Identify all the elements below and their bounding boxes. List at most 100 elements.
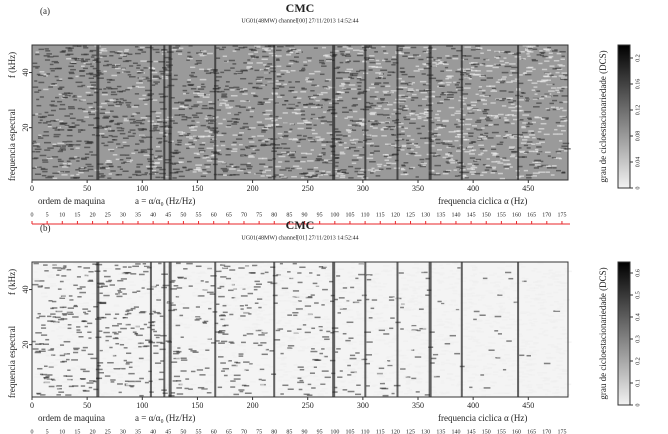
texture [59, 165, 63, 167]
texture [129, 367, 133, 369]
texture [405, 307, 412, 309]
texture [80, 99, 86, 101]
texture [68, 324, 72, 326]
texture [35, 151, 40, 153]
texture [465, 323, 470, 325]
texture [117, 323, 122, 325]
texture [174, 172, 178, 174]
texture [281, 359, 285, 361]
texture [231, 144, 236, 146]
texture [504, 354, 510, 356]
texture [383, 128, 388, 130]
texture [561, 88, 564, 90]
texture [78, 266, 82, 268]
texture [131, 383, 136, 385]
order-tick-label: 155 [497, 212, 506, 218]
texture [324, 269, 331, 271]
texture [261, 175, 265, 177]
texture [478, 47, 482, 49]
texture [248, 107, 251, 109]
texture [416, 146, 421, 148]
texture [57, 143, 64, 145]
texture [130, 329, 136, 331]
texture [344, 118, 348, 120]
texture [554, 347, 558, 349]
texture [45, 59, 50, 61]
texture [172, 177, 176, 179]
texture [211, 285, 215, 287]
texture [137, 392, 141, 394]
texture [292, 304, 296, 306]
texture [276, 50, 282, 52]
texture [276, 126, 282, 128]
texture [60, 104, 65, 106]
texture [220, 276, 226, 278]
texture [141, 293, 146, 295]
texture [40, 117, 45, 119]
texture [83, 267, 90, 269]
texture [76, 160, 79, 162]
texture [199, 374, 205, 376]
texture [468, 389, 474, 391]
texture [231, 265, 235, 267]
texture [246, 67, 250, 69]
texture [157, 157, 161, 159]
texture [204, 155, 209, 157]
texture [319, 104, 323, 106]
texture [405, 273, 410, 275]
texture [284, 131, 288, 133]
texture [389, 126, 395, 128]
texture [102, 358, 106, 360]
texture [91, 56, 95, 58]
texture [533, 86, 537, 88]
texture [476, 159, 481, 161]
texture [196, 169, 202, 171]
texture [67, 165, 71, 167]
texture [75, 144, 80, 146]
texture [87, 142, 94, 144]
texture [491, 149, 496, 151]
texture [54, 136, 60, 138]
texture [546, 357, 551, 359]
texture [234, 114, 239, 116]
texture [446, 70, 452, 72]
texture [32, 278, 39, 280]
texture [134, 150, 138, 152]
texture [319, 366, 325, 368]
texture [370, 120, 374, 122]
texture [278, 156, 285, 158]
texture [129, 65, 133, 67]
texture [50, 64, 54, 66]
texture [77, 296, 81, 298]
y-unit: f (kHz) [7, 52, 17, 78]
texture [99, 89, 102, 91]
texture [337, 338, 343, 340]
texture [43, 343, 49, 345]
texture [119, 380, 124, 382]
texture [412, 326, 417, 328]
texture [198, 53, 203, 55]
texture [326, 348, 333, 350]
x-tick-label: 200 [247, 184, 259, 193]
texture [217, 287, 221, 289]
texture [439, 274, 443, 276]
texture [203, 172, 208, 174]
texture [224, 266, 231, 268]
texture [487, 50, 491, 52]
texture [199, 144, 205, 146]
texture [386, 357, 389, 359]
texture [87, 166, 93, 168]
texture [380, 383, 385, 385]
texture [83, 68, 88, 70]
texture [32, 284, 38, 286]
texture [156, 302, 163, 304]
texture [44, 55, 50, 57]
texture [121, 278, 127, 280]
texture [301, 114, 305, 116]
texture [84, 147, 90, 149]
texture [52, 393, 57, 395]
texture [223, 356, 226, 358]
texture [349, 84, 356, 86]
texture [218, 342, 225, 344]
texture [177, 140, 182, 142]
